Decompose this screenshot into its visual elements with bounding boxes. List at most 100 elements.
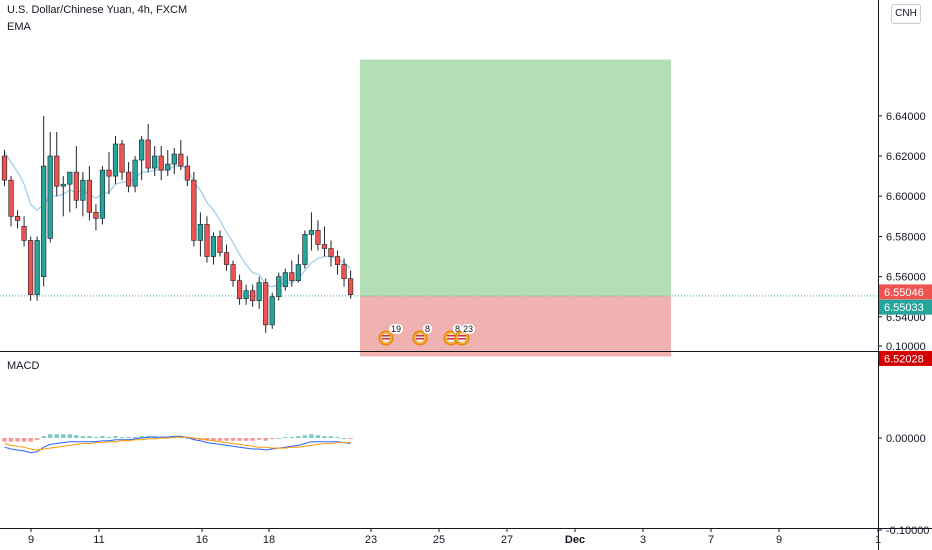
candle-body (295, 264, 301, 281)
macd-histogram-bar (67, 434, 72, 438)
macd-histogram-bar (100, 436, 105, 438)
candle-body (145, 139, 151, 169)
candle-body (21, 226, 27, 241)
macd-histogram-bar (270, 438, 275, 439)
profit-zone (360, 59, 671, 296)
x-tick-label: 11 (93, 534, 104, 546)
price-tag-label: 6.55046 (884, 287, 924, 299)
us-flag-icon (454, 330, 470, 346)
x-tick-label: 25 (433, 534, 445, 546)
macd-histogram-bar (113, 436, 118, 438)
candle-body (276, 276, 282, 298)
macd-histogram-bar (61, 434, 66, 438)
candle-body (106, 169, 112, 177)
candle-body (73, 171, 79, 201)
loss-zone (360, 295, 671, 357)
candle-body (165, 163, 171, 171)
macd-histogram-bar (28, 438, 33, 442)
candle-body (236, 280, 243, 300)
macd-tick-label: 0.00000 (886, 433, 926, 445)
macd-histogram-bar (315, 435, 321, 438)
price-tag-label: 6.55033 (884, 302, 924, 314)
candle-body (210, 236, 217, 257)
macd-histogram-bar (348, 438, 353, 439)
macd-histogram-bar (283, 437, 288, 439)
price-tag-box (879, 284, 932, 300)
ema-line (3, 151, 352, 288)
candle-body (269, 296, 275, 326)
macd-histogram-bar (224, 438, 229, 441)
price-tags: 6.55046 6.55033 6.52028 (879, 284, 932, 366)
macd-histogram-bar (335, 437, 340, 439)
y-tick-label: 6.60000 (886, 191, 926, 203)
macd-histogram-bar (15, 438, 20, 442)
candle-body (243, 290, 249, 300)
economic-event-flag[interactable]: 8 (410, 324, 440, 346)
x-tick-label: 27 (501, 534, 513, 546)
candle-body (93, 212, 99, 219)
macd-tick-label: -0.10000 (886, 525, 929, 537)
ema-polyline (3, 151, 352, 288)
macd-legend[interactable]: MACD (7, 360, 40, 372)
macd-histogram-bar (289, 437, 295, 439)
candle-body (197, 224, 204, 241)
candle-body (41, 165, 47, 277)
macd-histogram-bar (80, 436, 86, 438)
macd-tick-label: 0.10000 (886, 341, 926, 353)
candle-body (158, 155, 164, 171)
economic-event-flag[interactable]: 19 (376, 324, 406, 346)
x-tick-label: 3 (640, 534, 646, 546)
candle-body (321, 244, 328, 249)
us-flag-icon (378, 330, 394, 346)
macd-histogram-bar (185, 438, 190, 439)
candle-body (204, 224, 210, 257)
event-count: 19 (389, 324, 404, 334)
candle-body (347, 278, 354, 296)
macd-histogram-bar (230, 438, 236, 441)
candle-body (191, 179, 197, 241)
macd-histogram-bar (139, 436, 144, 438)
candle-body (302, 234, 308, 265)
price-tag-label: 6.52028 (884, 353, 924, 365)
candlestick-series[interactable] (1, 115, 354, 333)
macd-histogram-bar (309, 434, 314, 438)
macd-histogram-bar (243, 438, 249, 441)
macd-histogram-bar (302, 435, 308, 438)
macd-histogram-bar (341, 438, 347, 439)
y-tick-label: 6.54000 (886, 312, 926, 324)
economic-event-flag[interactable]: 23 (452, 324, 476, 346)
macd-histogram-bar (54, 434, 59, 438)
macd-histogram-bar (276, 438, 281, 439)
macd-histogram-bar (8, 438, 14, 442)
macd-histogram-bar (211, 438, 216, 441)
us-flag-icon (412, 330, 428, 346)
candle-body (8, 179, 14, 217)
macd-histogram-bar (322, 436, 327, 438)
candle-body (80, 179, 86, 201)
x-tick-label: 9 (28, 534, 34, 546)
event-count: 8 (423, 324, 433, 334)
candle-body (152, 155, 158, 169)
chart-title: U.S. Dollar/Chinese Yuan, 4h, FXCM (7, 4, 188, 16)
candle-body (184, 165, 190, 181)
y-tick-label: 6.56000 (886, 272, 926, 284)
macd-histogram-bar (250, 438, 255, 441)
ema-legend[interactable]: EMA (7, 21, 31, 33)
candle-body (250, 290, 256, 302)
candle-body (28, 240, 34, 296)
event-count: 23 (461, 324, 476, 334)
macd-histogram-bar (2, 438, 7, 442)
candle-body (14, 216, 21, 221)
candle-body (223, 252, 230, 265)
price-tag-box (879, 350, 932, 366)
candle-body (112, 143, 119, 177)
position-zones[interactable] (360, 59, 671, 357)
candle-body (289, 272, 295, 281)
candle-body (315, 230, 321, 245)
currency-badge[interactable]: CNH (891, 4, 921, 24)
event-count: 8 (453, 324, 463, 334)
macd-histogram-bar (126, 437, 131, 439)
candle-body (308, 230, 315, 235)
